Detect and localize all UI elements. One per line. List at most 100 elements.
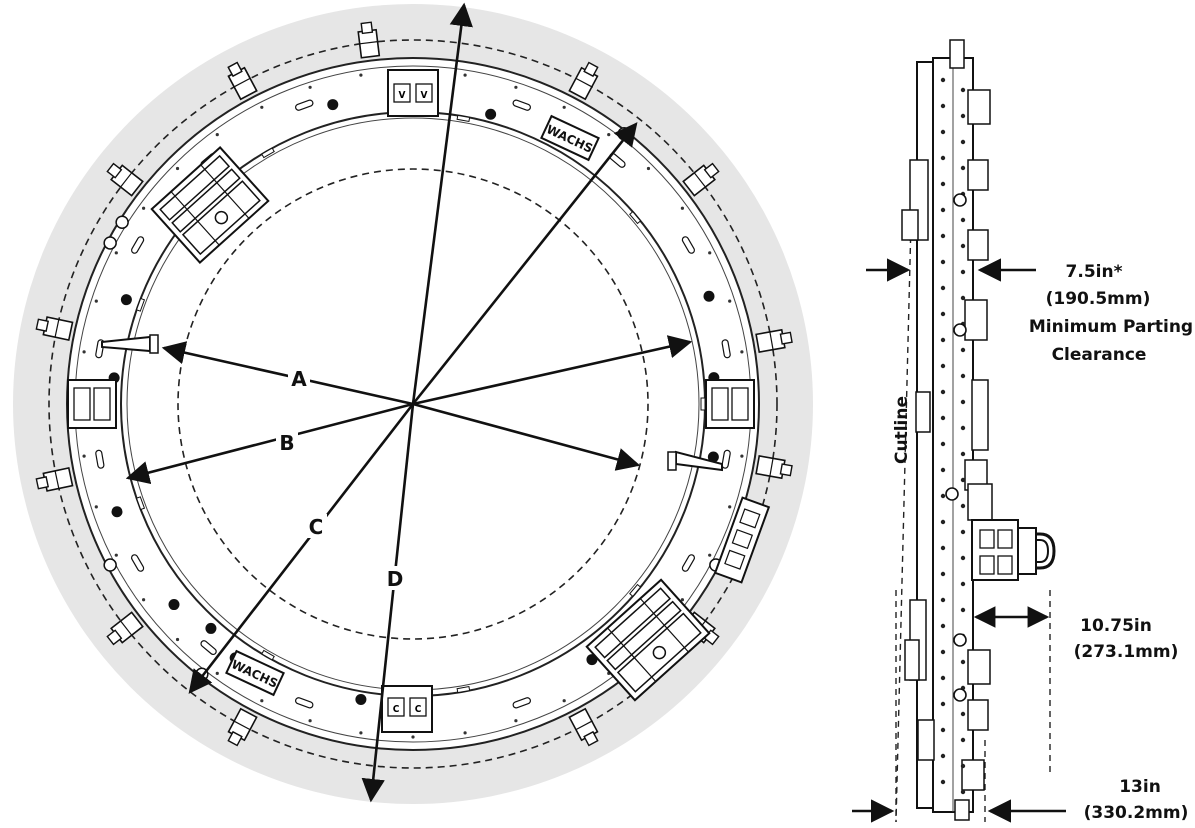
dimension-c-line-end [411, 122, 638, 405]
bolt-hole [707, 451, 719, 463]
side-bolt [940, 155, 946, 161]
dimension-d-line [361, 403, 415, 803]
side-bolt [940, 649, 946, 655]
side-bolt [940, 519, 946, 525]
bolt-hole [327, 99, 339, 111]
side-bolt [940, 311, 946, 317]
inner-notch [629, 211, 642, 225]
inner-notch [261, 649, 275, 661]
ring-screw [680, 206, 685, 210]
svg-text:C: C [415, 704, 422, 715]
label-a: A [291, 367, 307, 391]
ring-slot [294, 697, 314, 709]
side-fixture [949, 39, 965, 69]
side-fixture [964, 299, 988, 341]
side-knob [953, 193, 967, 207]
side-fixture [967, 229, 989, 261]
mounting-pad [35, 316, 74, 341]
ring-slot [681, 554, 695, 572]
ring-screw [260, 699, 264, 703]
ring-screw [94, 299, 98, 303]
latch-block-bottom: C C [381, 685, 433, 733]
dimension-d-line-end [411, 2, 473, 405]
dimension-b-line-end [412, 402, 641, 471]
side-bolt [960, 529, 966, 535]
parting-clearance-line2: Clearance [1052, 345, 1147, 365]
inner-notch [700, 397, 706, 411]
parting-clearance-line1: Minimum Parting [1029, 317, 1193, 337]
ring-screw [114, 553, 118, 557]
side-bolt [960, 399, 966, 405]
lifting-lug [115, 215, 129, 229]
side-fixture [971, 379, 989, 451]
bolt-hole [703, 290, 715, 302]
label-d: D [387, 567, 404, 591]
ring-slot [200, 640, 217, 656]
mounting-pad [682, 162, 720, 197]
side-bolt [960, 789, 966, 795]
side-bolt [960, 659, 966, 665]
side-fixture [967, 89, 991, 125]
ring-screw [562, 699, 566, 703]
side-fixture [961, 759, 985, 791]
side-bolt [940, 363, 946, 369]
bolt-hole [120, 294, 132, 306]
inner-pipe-circle [177, 168, 649, 640]
ring-screw [680, 598, 685, 602]
side-knob [953, 633, 967, 647]
depth-a-value: 10.75in [1080, 616, 1152, 636]
svg-text:V: V [399, 90, 406, 101]
label-c: C [309, 515, 324, 539]
side-knob [953, 323, 967, 337]
label-b: B [279, 431, 294, 455]
side-bolt [940, 597, 946, 603]
mounting-pad [568, 707, 599, 747]
side-fixture [967, 699, 989, 731]
cutline-dashed-line [895, 181, 913, 823]
side-bolt [940, 701, 946, 707]
side-bolt [940, 571, 946, 577]
ring-slot [681, 236, 695, 254]
ring-screw [175, 166, 180, 171]
bolt-hole [355, 693, 367, 705]
side-bolt [960, 373, 966, 379]
mounting-pad [755, 328, 793, 354]
dimension-labels: A B C D [276, 366, 406, 591]
mounting-pad [35, 467, 74, 492]
ring-slot [721, 449, 731, 469]
side-bolt [940, 233, 946, 239]
ring-screw [359, 731, 363, 735]
mounting-pad [755, 454, 793, 480]
ring-screw [114, 251, 118, 255]
latch-block-left [67, 379, 117, 429]
mounting-pad [568, 61, 599, 101]
side-bolt [960, 347, 966, 353]
inner-notch [456, 114, 471, 122]
ring-screw [411, 735, 415, 739]
dimension-b-line [125, 402, 414, 485]
side-bolt [960, 451, 966, 457]
side-bolt [960, 269, 966, 275]
ring-screw [514, 719, 518, 723]
bolt-hole [485, 108, 497, 120]
side-bolt [960, 477, 966, 483]
ring-screw [215, 132, 219, 137]
svg-text:C: C [393, 704, 400, 715]
latch-block-right [705, 379, 755, 429]
ring-screw [514, 85, 518, 89]
side-bolt [940, 727, 946, 733]
ring-screw [141, 206, 146, 210]
ring-screw [607, 132, 611, 137]
mounting-pad [227, 61, 258, 101]
bolt-hole [205, 622, 217, 634]
ring-screw [359, 73, 363, 77]
dimension-a-line-end [412, 335, 693, 406]
inner-notch [135, 496, 146, 511]
side-bolt [960, 165, 966, 171]
side-fixture [967, 649, 991, 685]
side-details [901, 39, 993, 821]
side-bolt [960, 581, 966, 587]
ring-screw [646, 166, 651, 171]
side-bolt [960, 243, 966, 249]
